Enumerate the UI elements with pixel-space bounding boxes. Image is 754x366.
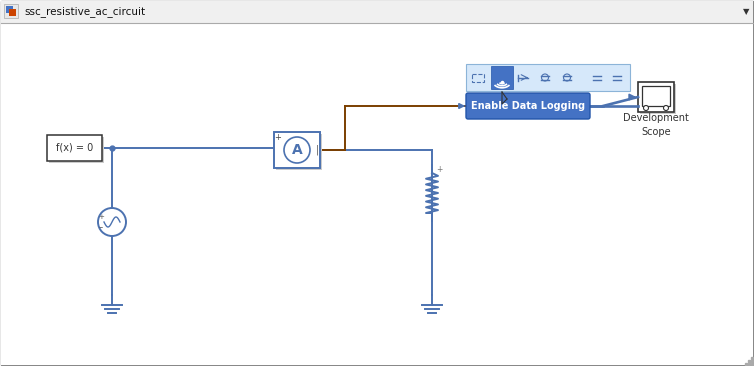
FancyBboxPatch shape	[466, 93, 590, 119]
Bar	[466, 64, 630, 91]
Text: Development
Scope: Development Scope	[623, 113, 689, 137]
Text: +: +	[98, 214, 104, 220]
Bar	[274, 132, 320, 168]
Bar	[491, 66, 513, 89]
Bar	[1, 1, 753, 23]
Bar	[640, 84, 676, 114]
Bar	[276, 134, 322, 170]
Text: |: |	[315, 145, 319, 155]
Text: Enable Data Logging: Enable Data Logging	[471, 101, 585, 111]
Text: +: +	[274, 132, 281, 142]
Circle shape	[98, 208, 126, 236]
Bar	[49, 137, 104, 163]
Text: f(x) = 0: f(x) = 0	[56, 143, 93, 153]
Text: ssc_resistive_ac_circuit: ssc_resistive_ac_circuit	[24, 7, 145, 18]
Circle shape	[643, 105, 648, 111]
Bar	[4, 4, 18, 18]
Bar	[472, 74, 484, 82]
Bar	[638, 82, 674, 112]
Bar	[642, 86, 670, 106]
Circle shape	[664, 105, 669, 111]
Text: ▼: ▼	[743, 7, 749, 16]
Bar	[47, 135, 102, 161]
Bar	[9, 9, 16, 16]
Text: –: –	[99, 224, 103, 232]
Text: A: A	[292, 143, 302, 157]
Text: +: +	[436, 164, 443, 173]
Circle shape	[284, 137, 310, 163]
Bar	[6, 6, 13, 13]
